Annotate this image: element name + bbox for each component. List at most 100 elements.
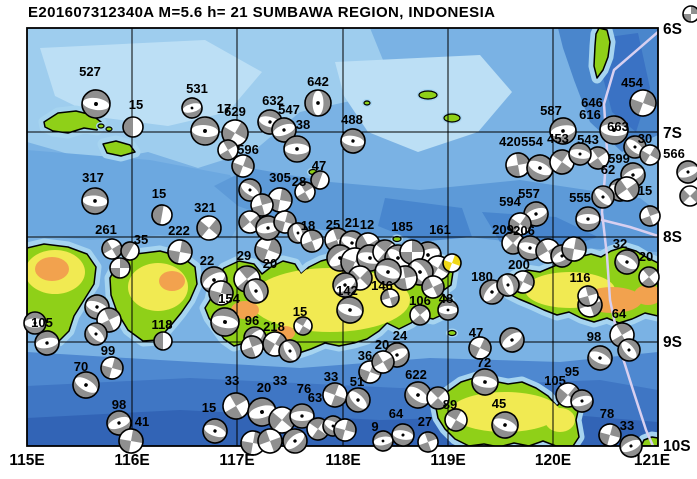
focal-mechanism[interactable] (80, 318, 111, 349)
focal-mechanism[interactable] (611, 246, 644, 279)
focal-mechanism[interactable] (80, 88, 112, 120)
focal-mechanism[interactable] (240, 275, 273, 308)
focal-mechanism[interactable] (122, 116, 144, 138)
focal-mechanism[interactable] (229, 152, 257, 180)
focal-mechanism[interactable] (418, 272, 447, 301)
focal-mechanism[interactable] (399, 239, 425, 265)
focal-mechanism[interactable] (548, 116, 578, 146)
focal-mechanism[interactable] (569, 388, 596, 415)
focal-mechanism[interactable] (23, 311, 47, 335)
focal-mechanism[interactable] (291, 178, 318, 205)
focal-mechanism[interactable] (117, 427, 145, 455)
focal-mechanism[interactable] (504, 151, 532, 179)
focal-mechanism[interactable] (166, 238, 194, 266)
depth-label: 89 (443, 397, 457, 412)
focal-mechanism[interactable] (415, 429, 441, 455)
focal-mechanism[interactable] (289, 403, 315, 429)
focal-mechanism[interactable] (567, 141, 592, 166)
depth-label: 20 (639, 249, 653, 264)
focal-mechanism[interactable] (81, 187, 109, 215)
focal-mechanism[interactable] (33, 329, 61, 357)
focal-mechanism[interactable] (190, 116, 220, 146)
focal-mechanism[interactable] (545, 145, 578, 178)
focal-mechanism[interactable] (269, 115, 300, 146)
focal-mechanism[interactable] (441, 405, 471, 435)
focal-mechanism[interactable] (400, 377, 436, 413)
focal-mechanism[interactable] (587, 181, 618, 212)
depth-label: 20 (375, 337, 389, 352)
focal-mechanism[interactable] (264, 402, 301, 439)
focal-mechanism[interactable] (278, 424, 312, 458)
focal-mechanism[interactable] (218, 388, 254, 424)
focal-mechanism[interactable] (584, 342, 616, 374)
focal-mechanism[interactable] (368, 347, 398, 377)
focal-mechanism[interactable] (200, 416, 231, 447)
focal-mechanism[interactable] (99, 355, 126, 382)
focal-mechanism[interactable] (339, 127, 367, 155)
focal-mechanism[interactable] (599, 115, 629, 145)
focal-mechanism[interactable] (626, 86, 659, 119)
focal-mechanism[interactable] (674, 158, 697, 186)
focal-mechanism[interactable] (291, 314, 316, 339)
focal-mechanism[interactable] (576, 284, 600, 308)
elevation-shading (545, 408, 575, 432)
focal-mechanism[interactable] (597, 422, 624, 449)
focal-mechanism[interactable] (465, 333, 494, 362)
focal-mechanism[interactable] (341, 383, 375, 417)
focal-mechanism[interactable] (104, 408, 135, 439)
focal-mechanism[interactable] (676, 182, 697, 210)
focal-mechanism[interactable] (206, 278, 235, 307)
focal-mechanism[interactable] (214, 136, 241, 163)
focal-mechanism[interactable] (682, 5, 697, 23)
focal-mechanism[interactable] (575, 206, 601, 232)
focal-mechanism[interactable] (379, 287, 401, 309)
focal-mechanism[interactable] (614, 335, 645, 366)
focal-mechanism[interactable] (616, 431, 645, 460)
focal-mechanism[interactable] (320, 380, 351, 411)
focal-mechanism[interactable] (298, 227, 326, 255)
focal-mechanism[interactable] (583, 143, 614, 174)
focal-mechanism[interactable] (636, 141, 663, 168)
focal-mechanism[interactable] (308, 168, 331, 191)
focal-mechanism[interactable] (255, 426, 286, 457)
depth-label: 15 (202, 400, 216, 415)
focal-mechanism[interactable] (329, 269, 362, 302)
focal-mechanism[interactable] (150, 203, 173, 226)
focal-mechanism[interactable] (406, 301, 434, 329)
focal-mechanism[interactable] (495, 323, 528, 356)
focal-mechanism[interactable] (488, 408, 521, 441)
focal-mechanism[interactable] (304, 89, 332, 117)
depth-label: 62 (601, 162, 615, 177)
focal-mechanism[interactable] (275, 336, 305, 366)
focal-mechanism[interactable] (245, 395, 279, 429)
depth-label: 587 (540, 103, 562, 118)
focal-mechanism[interactable] (610, 172, 643, 205)
focal-mechanism[interactable] (68, 367, 104, 403)
focal-mechanism[interactable] (560, 235, 588, 263)
focal-mechanism[interactable] (153, 331, 173, 351)
focal-mechanism[interactable] (390, 422, 415, 447)
focal-mechanism[interactable] (180, 96, 204, 120)
focal-mechanism[interactable] (251, 233, 284, 266)
focal-mechanism[interactable] (283, 135, 311, 163)
focal-mechanism[interactable] (470, 367, 500, 397)
focal-mechanism[interactable] (209, 306, 241, 338)
focal-mechanism[interactable] (192, 211, 226, 245)
focal-mechanism[interactable] (109, 257, 131, 279)
focal-mechanism[interactable] (637, 203, 663, 229)
focal-mechanism[interactable] (494, 271, 522, 299)
focal-mechanism[interactable] (371, 255, 404, 288)
focal-mechanism[interactable] (238, 333, 266, 361)
tectonic-lines-layer (597, 31, 658, 446)
focal-mechanism[interactable] (422, 382, 453, 413)
focal-mechanism[interactable] (635, 263, 663, 291)
focal-mechanism[interactable] (437, 299, 459, 321)
focal-mechanism[interactable] (371, 429, 394, 452)
focal-mechanism[interactable] (334, 294, 366, 326)
focal-mechanism[interactable] (523, 151, 558, 186)
focal-mechanism-highlighted[interactable] (440, 251, 463, 274)
depth-label: 218 (263, 319, 285, 334)
depth-label: 78 (600, 406, 614, 421)
focal-mechanism[interactable] (332, 417, 359, 444)
lat-label: 7S (663, 125, 682, 142)
